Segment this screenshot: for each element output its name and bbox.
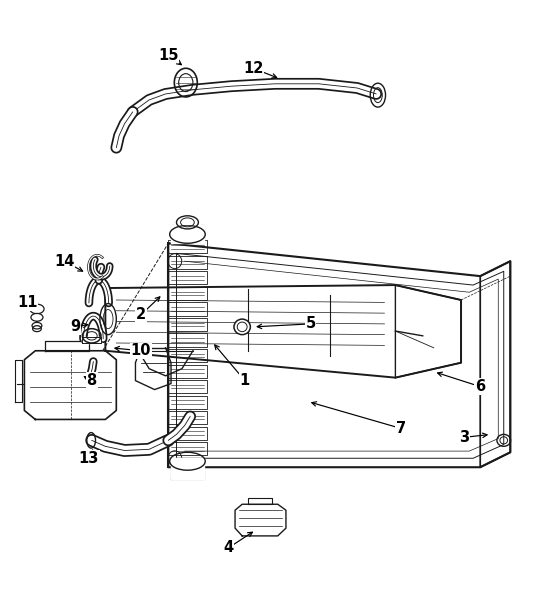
Polygon shape (45, 341, 89, 351)
Polygon shape (171, 458, 204, 479)
Polygon shape (174, 212, 201, 224)
Text: 8: 8 (86, 373, 97, 388)
Text: 9: 9 (70, 319, 80, 334)
Ellipse shape (32, 322, 42, 329)
Polygon shape (168, 243, 510, 467)
Text: 6: 6 (475, 379, 485, 394)
Text: 11: 11 (17, 295, 37, 310)
Polygon shape (235, 504, 286, 536)
Ellipse shape (30, 304, 44, 314)
Polygon shape (24, 351, 116, 419)
Text: 12: 12 (243, 61, 263, 76)
Polygon shape (171, 226, 204, 243)
Ellipse shape (31, 313, 43, 321)
Text: 3: 3 (459, 430, 469, 445)
Polygon shape (106, 285, 461, 377)
Text: 2: 2 (136, 307, 146, 322)
Text: 5: 5 (305, 316, 316, 331)
Text: 15: 15 (158, 47, 179, 62)
Text: 14: 14 (54, 254, 74, 269)
Text: 4: 4 (223, 541, 234, 556)
Ellipse shape (234, 319, 250, 335)
Text: 10: 10 (131, 343, 151, 358)
Text: 7: 7 (396, 421, 406, 436)
Text: 1: 1 (240, 373, 250, 388)
Text: 13: 13 (79, 451, 99, 466)
Polygon shape (82, 337, 101, 343)
